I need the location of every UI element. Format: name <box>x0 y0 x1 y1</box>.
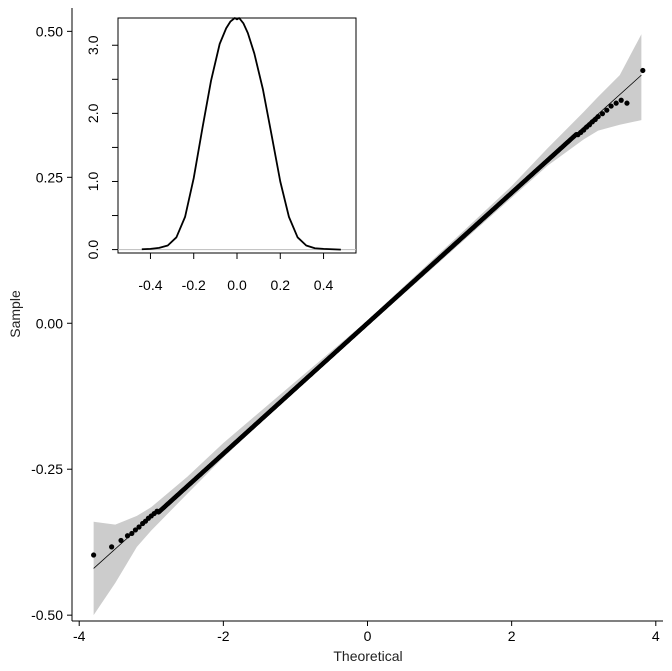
density-curve <box>141 17 341 251</box>
data-point <box>91 552 97 558</box>
data-point <box>136 524 142 530</box>
inset-y-tick-label: 0.0 <box>85 240 101 260</box>
data-point <box>132 527 139 533</box>
y-tick-label: 0.25 <box>36 169 63 185</box>
data-point <box>613 100 619 106</box>
data-point <box>604 107 610 113</box>
inset-y-tick-label: 3.0 <box>85 35 101 55</box>
x-tick-label: 0 <box>364 628 372 644</box>
inset-frame <box>117 17 357 254</box>
y-tick-label: 0.50 <box>36 23 63 39</box>
data-point <box>154 508 160 514</box>
data-point <box>599 111 606 117</box>
x-axis-title: Theoretical <box>333 648 402 664</box>
inset-x-tick-label: 0.2 <box>271 277 291 293</box>
inset-y-tick-label: 2.0 <box>85 103 101 123</box>
inset-x-tick-label: 0.4 <box>314 277 334 293</box>
y-axis-title: Sample <box>7 290 23 338</box>
data-point <box>624 100 630 106</box>
data-point <box>129 530 135 537</box>
inset-y-tick-label: 1.0 <box>85 172 101 192</box>
data-point <box>640 67 646 74</box>
inset-x-tick-label: -0.4 <box>138 277 162 293</box>
data-point <box>608 103 614 109</box>
data-point <box>124 533 131 539</box>
x-tick-label: -2 <box>217 628 230 644</box>
data-point <box>118 537 124 544</box>
x-tick-label: 4 <box>652 628 660 644</box>
data-point <box>595 113 601 120</box>
inset-x-tick-label: -0.2 <box>182 277 206 293</box>
y-tick-label: -0.50 <box>31 607 63 623</box>
y-tick-label: -0.25 <box>31 461 63 477</box>
x-tick-label: 2 <box>508 628 516 644</box>
data-point <box>109 544 115 550</box>
data-point <box>618 97 624 103</box>
x-tick-label: -4 <box>73 628 86 644</box>
inset-density-plot: -0.4 -0.2 0.0 0.2 0.4 0.0 1.0 2.0 3.0 <box>85 17 357 293</box>
inset-x-tick-label: 0.0 <box>227 277 247 293</box>
y-tick-label: 0.00 <box>36 315 63 331</box>
main-plot-area: -4 -2 0 2 4 -0.50 -0.25 0.00 0.25 0.50 <box>31 8 663 644</box>
